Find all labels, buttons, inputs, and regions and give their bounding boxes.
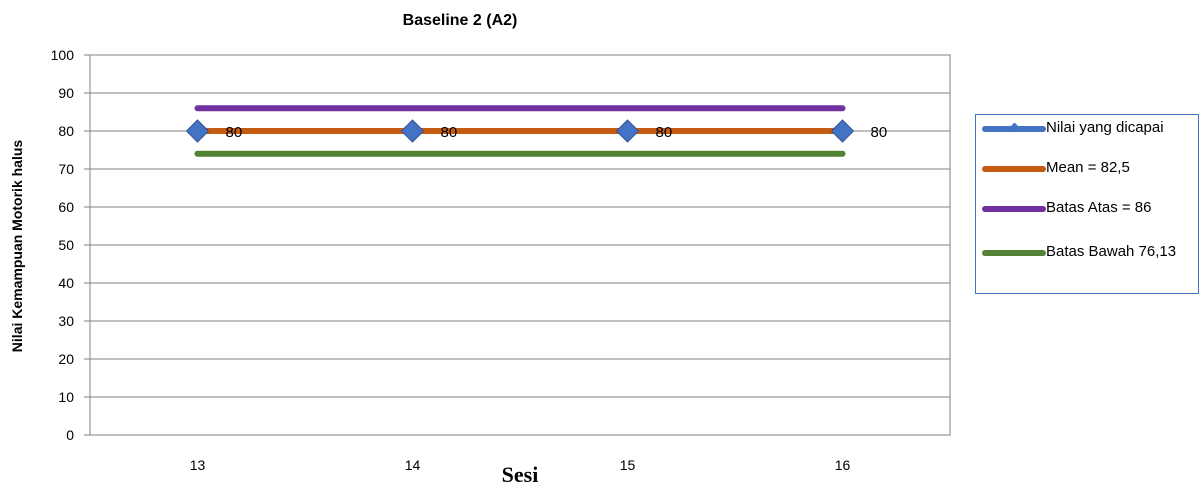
legend-swatch (982, 202, 1046, 216)
x-tick-label: 15 (620, 457, 636, 473)
y-tick-label: 50 (58, 237, 74, 253)
legend-item: Batas Atas = 86 (982, 199, 1196, 218)
y-tick-label: 90 (58, 85, 74, 101)
legend-label: Nilai yang dicapai (1046, 119, 1164, 136)
y-tick-label: 80 (58, 123, 74, 139)
y-tick-label: 0 (66, 427, 74, 443)
x-tick-label: 14 (405, 457, 421, 473)
chart-title: Baseline 2 (A2) (402, 12, 518, 29)
y-tick-label: 60 (58, 199, 74, 215)
legend-label: Mean = 82,5 (1046, 159, 1130, 176)
data-point-marker (400, 119, 425, 143)
x-tick-label: 13 (190, 457, 206, 473)
y-tick-label: 30 (58, 313, 74, 329)
data-point-marker (615, 119, 640, 143)
legend-swatch-line (982, 206, 1046, 212)
y-tick-label: 40 (58, 275, 74, 291)
data-point-marker (830, 119, 855, 143)
y-tick-label: 10 (58, 389, 74, 405)
data-label: 80 (441, 124, 458, 141)
legend-swatch-line (982, 166, 1046, 172)
legend-item: Batas Bawah 76,13 (982, 243, 1196, 262)
legend-item: Mean = 82,5 (982, 159, 1196, 178)
x-tick-label: 16 (835, 457, 851, 473)
legend-label: Batas Atas = 86 (1046, 199, 1152, 216)
legend-item: Nilai yang dicapai (982, 119, 1196, 138)
data-label: 80 (656, 124, 673, 141)
y-tick-label: 100 (51, 47, 75, 63)
y-tick-label: 70 (58, 161, 74, 177)
x-axis-label: Sesi (501, 462, 539, 487)
legend-label: Batas Bawah 76,13 (1046, 243, 1177, 260)
data-point-marker (185, 119, 210, 143)
legend-swatch (982, 122, 1046, 136)
legend-swatch (982, 162, 1046, 176)
legend-swatch-line (982, 250, 1046, 256)
legend: Nilai yang dicapai Mean = 82,5 Batas Atas … (975, 114, 1199, 294)
data-label: 80 (871, 124, 888, 141)
data-label: 80 (226, 124, 243, 141)
y-tick-label: 20 (58, 351, 74, 367)
legend-swatch (982, 246, 1046, 260)
